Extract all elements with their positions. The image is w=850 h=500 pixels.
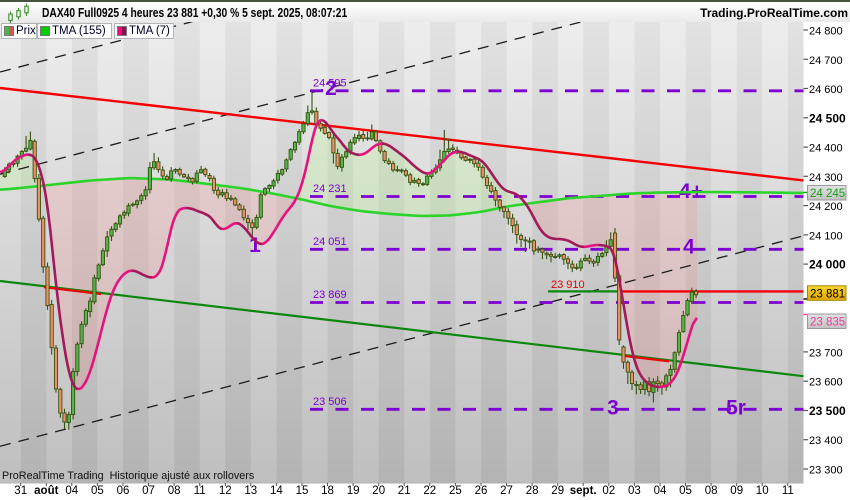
svg-text:23 300: 23 300: [809, 465, 843, 477]
svg-text:24 800: 24 800: [809, 26, 843, 38]
svg-text:4: 4: [683, 236, 695, 259]
svg-text:ProRealTime Trading Historiqu: ProRealTime Trading Historique ajusté au…: [2, 470, 255, 482]
svg-text:27: 27: [500, 485, 513, 497]
svg-text:18: 18: [321, 485, 334, 497]
svg-text:24 600: 24 600: [809, 84, 843, 96]
svg-text:29: 29: [551, 485, 564, 497]
svg-text:5r: 5r: [726, 397, 746, 420]
svg-text:23 500: 23 500: [809, 404, 846, 418]
svg-text:24 051: 24 051: [313, 236, 347, 248]
svg-text:24 100: 24 100: [809, 230, 843, 242]
svg-text:04: 04: [654, 485, 667, 497]
svg-text:août: août: [34, 485, 58, 497]
svg-text:11: 11: [194, 485, 206, 497]
svg-text:24 000: 24 000: [809, 258, 846, 272]
svg-text:03: 03: [628, 485, 641, 497]
svg-text:22: 22: [423, 485, 436, 497]
svg-text:06: 06: [117, 485, 130, 497]
svg-text:24 200: 24 200: [809, 201, 843, 213]
svg-text:04: 04: [65, 485, 78, 497]
svg-text:11: 11: [782, 485, 794, 497]
svg-text:12: 12: [219, 485, 232, 497]
svg-text:28: 28: [526, 485, 539, 497]
svg-text:23 400: 23 400: [809, 435, 843, 447]
svg-text:08: 08: [705, 485, 718, 497]
svg-text:21: 21: [398, 485, 411, 497]
svg-text:26: 26: [475, 485, 488, 497]
svg-text:sept.: sept.: [570, 485, 597, 497]
svg-text:24 500: 24 500: [809, 111, 846, 125]
svg-text:24 400: 24 400: [809, 143, 843, 155]
svg-text:24 700: 24 700: [809, 55, 843, 67]
svg-text:08: 08: [168, 485, 181, 497]
svg-text:05: 05: [679, 485, 692, 497]
svg-text:23 881: 23 881: [810, 288, 845, 300]
svg-text:24 245: 24 245: [810, 188, 845, 200]
svg-text:07: 07: [142, 485, 155, 497]
svg-text:24 595: 24 595: [313, 77, 347, 89]
svg-text:31: 31: [14, 485, 27, 497]
svg-text:19: 19: [347, 485, 360, 497]
svg-text:23 910: 23 910: [551, 279, 585, 291]
svg-text:1: 1: [249, 234, 261, 257]
svg-text:23 700: 23 700: [809, 347, 843, 359]
svg-text:20: 20: [372, 485, 385, 497]
svg-text:09: 09: [730, 485, 743, 497]
svg-text:24 300: 24 300: [809, 172, 843, 184]
svg-text:13: 13: [244, 485, 257, 497]
svg-text:23 600: 23 600: [809, 377, 843, 389]
svg-text:3: 3: [607, 397, 619, 420]
svg-text:25: 25: [449, 485, 462, 497]
svg-text:2: 2: [325, 77, 337, 100]
svg-text:23 506: 23 506: [313, 396, 347, 408]
svg-text:10: 10: [756, 485, 769, 497]
svg-text:02: 02: [602, 485, 615, 497]
svg-text:14: 14: [270, 485, 283, 497]
svg-text:23 835: 23 835: [810, 317, 845, 329]
svg-text:15: 15: [296, 485, 309, 497]
svg-text:23 869: 23 869: [313, 289, 347, 301]
svg-text:05: 05: [91, 485, 104, 497]
svg-text:24 231: 24 231: [313, 183, 347, 195]
